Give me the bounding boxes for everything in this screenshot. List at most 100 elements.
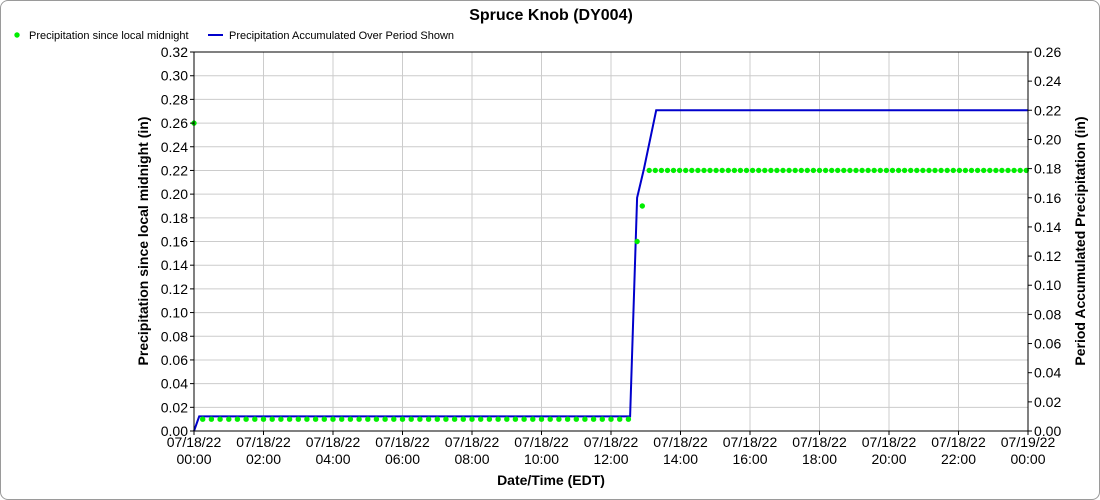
precip-point [676,167,683,174]
precip-point [339,416,345,422]
x-tick-date: 07/18/22 [514,434,569,450]
grid-lines [193,51,1029,432]
precip-point [434,416,440,422]
right-y-tick-label: 0.22 [1034,102,1061,118]
precip-point [658,167,665,174]
left-y-axis-title: Precipitation since local midnight (in) [135,117,151,366]
precip-point [451,416,458,422]
precip-point [530,416,536,422]
precip-point [987,167,993,174]
legend-label-precip-since-midnight: Precipitation since local midnight [29,30,189,42]
x-tick-time: 12:00 [593,451,628,467]
precip-point [914,167,920,174]
precip-point [944,167,950,174]
x-tick-date: 07/18/22 [236,434,291,450]
precip-point [625,416,632,422]
precip-point [652,167,658,174]
precip-point [737,167,744,174]
precip-point [713,167,719,174]
precip-point [871,167,877,174]
precip-point [495,416,501,422]
precip-point [774,167,780,174]
precip-point [478,416,484,422]
precip-point [425,416,432,422]
precip-point [895,167,902,174]
precip-point [950,167,956,174]
precip-point [756,167,762,174]
precip-point [877,167,883,174]
precip-point [269,416,275,422]
precip-point [243,416,249,422]
right-y-tick-label: 0.02 [1034,394,1061,410]
precip-point [981,167,987,174]
left-y-tick-label: 0.10 [161,305,188,321]
left-y-tick-label: 0.18 [161,210,188,226]
right-y-tick-label: 0.24 [1034,73,1061,89]
left-y-tick-label: 0.16 [161,234,188,250]
left-y-tick-label: 0.04 [161,376,188,392]
precip-point [695,167,701,174]
right-y-tick-label: 0.18 [1034,161,1061,177]
right-y-tick-label: 0.04 [1034,365,1061,381]
precip-point [260,416,267,422]
right-y-tick-label: 0.12 [1034,248,1061,264]
precip-point [521,416,527,422]
series-precip-since-midnight [191,120,1029,422]
left-y-tick-label: 0.08 [161,328,188,344]
precip-point [993,167,999,174]
precip-point [822,167,829,174]
left-y-tick-label: 0.22 [161,162,188,178]
precip-point [786,167,792,174]
left-y-tick-label: 0.28 [161,91,188,107]
precip-point [962,167,969,174]
right-y-tick-label: 0.20 [1034,131,1061,147]
precip-point [719,167,725,174]
precip-point [286,416,293,422]
left-y-tick-label: 0.02 [161,399,188,415]
precip-point [617,416,623,422]
precip-point [701,167,707,174]
precip-point [689,167,695,174]
precip-point [865,167,871,174]
precip-point [304,416,310,422]
precip-point [725,167,731,174]
period-accumulated-line [193,109,1028,432]
legend-label-period-accumulated: Precipitation Accumulated Over Period Sh… [229,30,454,42]
precip-point [573,416,579,422]
precip-point [1011,167,1017,174]
x-tick-date: 07/18/22 [862,434,917,450]
x-tick-time: 06:00 [385,451,420,467]
precip-point [816,167,823,174]
precip-point [908,167,914,174]
precip-point [208,416,215,422]
right-y-axis-ticks: 0.00 0.02 0.04 0.06 0.08 0.10 0.12 0.14 0.16 0.18… [1028,44,1061,439]
right-y-axis-title: Period Accumulated Precipitation (in) [1072,116,1088,365]
precip-point [234,416,241,422]
precip-point [460,416,466,422]
precip-point [538,416,545,422]
precip-point [373,416,380,422]
precip-point [217,416,223,422]
precip-point [920,167,926,174]
precip-point [859,167,865,174]
precip-point [932,167,938,174]
precip-point [768,167,774,174]
precip-point [664,167,671,174]
precip-point [312,416,319,422]
precip-point [599,416,605,422]
precip-point [707,167,713,174]
precip-point [608,416,614,422]
left-y-tick-label: 0.32 [161,44,188,60]
precip-point [278,416,284,422]
left-y-tick-label: 0.20 [161,186,188,202]
precip-point [634,238,640,245]
legend-swatch-precip-since-midnight [14,32,20,38]
chart-title: Spruce Knob (DY004) [469,7,633,24]
right-y-tick-label: 0.08 [1034,306,1061,322]
left-y-tick-label: 0.24 [161,139,188,155]
left-y-tick-label: 0.26 [161,115,188,131]
precip-point [889,167,896,174]
precip-point [443,416,449,422]
precip-point [646,167,652,174]
